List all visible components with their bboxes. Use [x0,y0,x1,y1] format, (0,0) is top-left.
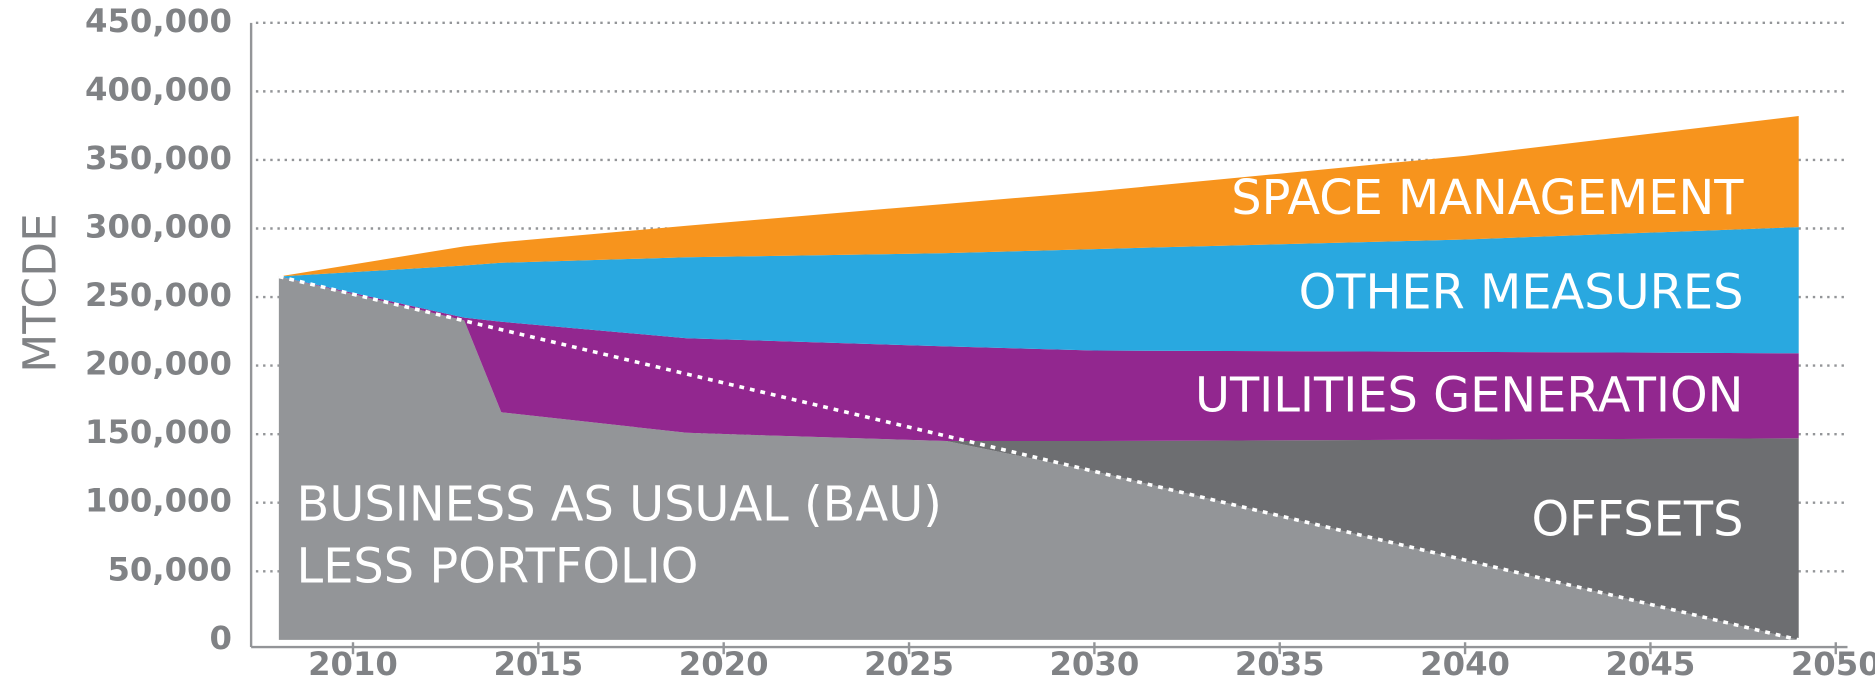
x-tick-label: 2025 [864,645,954,683]
target-line [278,274,1800,642]
y-tick-label: 200,000 [85,345,232,383]
y-tick-label: 450,000 [85,2,232,40]
y-tick-label: 400,000 [85,70,232,108]
y-tick-label: 350,000 [85,139,232,177]
series-label-box: BUSINESS AS USUAL (BAU) LESS PORTFOLIO [296,477,942,595]
x-tick-label: 2045 [1606,645,1696,683]
series-label: SPACE MANAGEMENT [1231,171,1744,226]
x-tick-label: 2040 [1420,645,1510,683]
area [278,276,1799,640]
area [278,276,1799,640]
series-label: UTILITIES GENERATION [1195,368,1744,423]
series-label: OTHER MEASURES [1299,265,1744,320]
area [278,227,1799,354]
area [278,276,1799,442]
y-tick-label: 250,000 [85,276,232,314]
x-tick-label: 2015 [493,645,583,683]
x-tick-label: 2030 [1049,645,1139,683]
y-tick-label: 150,000 [85,413,232,451]
x-tick-label: 2035 [1235,645,1325,683]
y-tick-label: 0 [210,619,232,657]
y-tick-label: 50,000 [107,550,232,588]
series-label: BUSINESS AS USUAL (BAU) LESS PORTFOLIO [296,477,942,595]
x-tick-label: 2050 [1791,645,1875,683]
series-label: OFFSETS [1531,493,1743,548]
area [278,116,1799,277]
x-tick-label: 2010 [308,645,398,683]
x-tick-label: 2020 [679,645,769,683]
y-tick-label: 300,000 [85,207,232,245]
y-axis-label: MTCDE [14,213,67,373]
y-tick-label: 100,000 [85,482,232,520]
